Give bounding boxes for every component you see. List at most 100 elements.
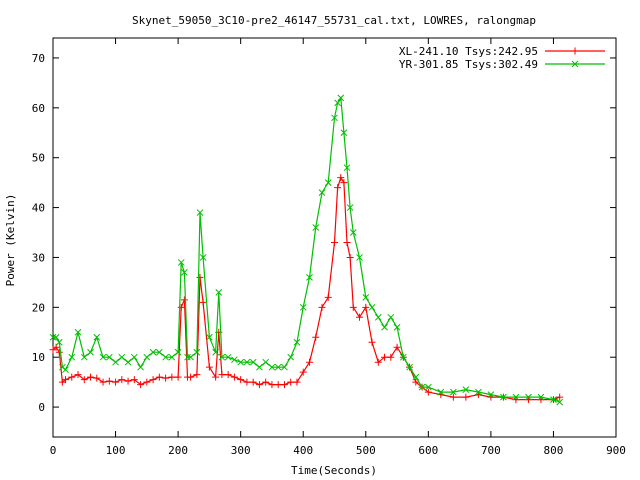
data-point — [55, 348, 63, 356]
data-point — [387, 353, 395, 361]
data-point — [255, 381, 263, 389]
x-tick-label: 0 — [50, 444, 57, 457]
data-point — [268, 381, 276, 389]
data-point — [196, 273, 204, 281]
data-point — [80, 376, 88, 384]
data-point — [62, 366, 69, 374]
data-point — [368, 303, 376, 311]
data-point — [393, 323, 401, 331]
data-point — [124, 377, 132, 385]
x-tick-label: 200 — [168, 444, 188, 457]
data-point — [177, 303, 185, 311]
data-point — [177, 259, 185, 266]
data-point — [224, 371, 232, 379]
data-point — [231, 356, 238, 364]
data-point — [299, 368, 307, 376]
data-point — [556, 398, 564, 406]
data-point — [334, 99, 341, 107]
data-point — [437, 388, 445, 396]
data-point — [143, 378, 151, 386]
data-point — [74, 328, 82, 336]
data-point — [143, 353, 151, 361]
y-tick-label: 30 — [32, 251, 45, 264]
data-point — [215, 289, 223, 296]
x-tick-label: 700 — [481, 444, 501, 457]
series-layer — [49, 94, 564, 406]
data-point — [193, 371, 201, 379]
data-point — [224, 353, 232, 361]
data-point — [168, 353, 176, 361]
data-point — [105, 353, 113, 361]
data-point — [381, 323, 388, 331]
data-point — [287, 353, 295, 361]
data-point — [199, 254, 207, 261]
data-point — [349, 303, 357, 311]
data-point — [299, 303, 307, 311]
data-point — [393, 343, 401, 351]
legend-marker — [571, 60, 579, 68]
data-point — [537, 393, 545, 401]
data-point — [218, 371, 226, 379]
data-point — [399, 353, 407, 361]
data-point — [118, 376, 126, 384]
data-point — [162, 374, 170, 382]
x-axis-label: Time(Seconds) — [291, 464, 377, 477]
legend-label: XL-241.10 Tsys:242.95 — [399, 45, 538, 58]
y-tick-label: 0 — [38, 401, 45, 414]
data-point — [137, 363, 144, 371]
x-tick-label: 900 — [606, 444, 626, 457]
data-point — [262, 378, 270, 386]
y-tick-label: 40 — [32, 202, 45, 215]
data-point — [334, 184, 342, 192]
data-point — [312, 224, 320, 231]
data-point — [281, 363, 288, 371]
data-point — [324, 293, 332, 301]
data-point — [362, 303, 370, 311]
data-point — [130, 353, 138, 361]
data-point — [155, 373, 163, 381]
data-point — [206, 333, 213, 341]
data-point — [218, 353, 226, 361]
data-point — [99, 353, 107, 361]
data-point — [74, 371, 82, 379]
data-point — [406, 363, 413, 371]
data-point — [212, 348, 219, 356]
data-point — [99, 378, 107, 386]
data-point — [424, 383, 432, 391]
x-tick-label: 100 — [106, 444, 126, 457]
data-point — [418, 383, 426, 391]
data-point — [306, 274, 313, 281]
data-point — [331, 238, 338, 246]
data-point — [55, 338, 63, 346]
data-point — [118, 353, 126, 361]
y-tick-label: 20 — [32, 301, 45, 314]
data-point — [525, 393, 532, 401]
data-point — [305, 358, 313, 366]
data-point — [337, 174, 345, 182]
data-point — [340, 179, 348, 187]
data-point — [462, 393, 470, 401]
data-point — [93, 374, 101, 382]
data-point — [287, 378, 295, 386]
data-point — [237, 376, 245, 384]
data-point — [449, 393, 457, 401]
x-tick-label: 300 — [231, 444, 251, 457]
data-point — [387, 313, 395, 321]
data-point — [174, 348, 182, 356]
data-point — [130, 376, 138, 384]
data-point — [374, 358, 382, 366]
data-point — [293, 338, 301, 346]
series-line — [53, 96, 560, 403]
data-point — [340, 129, 348, 137]
data-point — [343, 238, 351, 246]
data-point — [293, 378, 301, 386]
data-point — [243, 358, 251, 366]
data-point — [512, 393, 520, 401]
data-point — [368, 338, 376, 346]
data-point — [249, 358, 257, 366]
data-point — [196, 209, 204, 216]
data-point — [256, 363, 263, 371]
data-point — [324, 179, 332, 186]
x-tick-label: 800 — [544, 444, 564, 457]
